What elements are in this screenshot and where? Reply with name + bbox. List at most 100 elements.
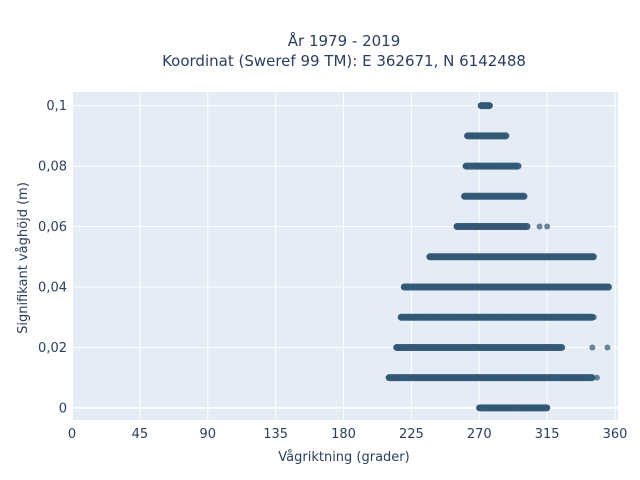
data-point: [411, 314, 418, 321]
x-tick-label: 270: [467, 427, 492, 442]
data-point: [450, 283, 457, 290]
data-point: [485, 253, 492, 260]
data-point: [476, 223, 483, 230]
data-point: [542, 314, 549, 321]
data-point: [521, 374, 528, 381]
data-point: [479, 344, 486, 351]
data-point: [486, 132, 493, 139]
data-point: [575, 374, 582, 381]
x-tick-label: 315: [535, 427, 560, 442]
data-point: [444, 374, 451, 381]
data-point: [443, 344, 450, 351]
data-point: [482, 283, 489, 290]
data-point: [593, 374, 600, 381]
data-point: [556, 314, 563, 321]
y-axis-ticks: 0 0,02 0,04 0,06 0,08 0,1: [38, 99, 67, 416]
data-point: [449, 374, 456, 381]
data-point: [488, 193, 495, 200]
data-point: [565, 314, 572, 321]
data-point: [495, 404, 502, 411]
data-point: [476, 163, 483, 170]
data-point: [532, 283, 539, 290]
x-tick-label: 225: [399, 427, 424, 442]
data-point: [533, 344, 540, 351]
data-point: [515, 344, 522, 351]
data-point: [547, 314, 554, 321]
data-point: [435, 374, 442, 381]
data-point: [544, 404, 551, 411]
data-point: [510, 344, 517, 351]
data-point: [465, 193, 472, 200]
data-point: [458, 223, 465, 230]
data-point: [536, 223, 543, 230]
data-point: [434, 344, 441, 351]
x-axis-ticks: 0 45 90 135 180 225 270 315 360: [68, 427, 628, 442]
data-point: [536, 404, 543, 411]
data-point: [489, 404, 496, 411]
data-point: [399, 374, 406, 381]
data-point: [418, 283, 425, 290]
data-point: [458, 374, 465, 381]
data-point: [400, 283, 407, 290]
data-point: [526, 374, 533, 381]
data-point: [414, 283, 421, 290]
data-point: [498, 374, 505, 381]
data-point: [480, 374, 487, 381]
y-axis-label: Signifikant våghöjd (m): [16, 182, 31, 334]
data-point: [435, 253, 442, 260]
data-point: [488, 344, 495, 351]
data-point: [498, 163, 505, 170]
data-point: [557, 253, 564, 260]
data-point: [430, 253, 437, 260]
data-point: [559, 283, 566, 290]
data-point: [544, 223, 551, 230]
x-tick-label: 0: [68, 427, 76, 442]
data-point: [548, 253, 555, 260]
data-point: [424, 344, 431, 351]
data-point: [482, 132, 489, 139]
data-point: [476, 253, 483, 260]
data-point: [491, 132, 498, 139]
data-point: [417, 374, 424, 381]
data-point: [406, 314, 413, 321]
data-point: [580, 253, 587, 260]
data-point: [461, 344, 468, 351]
y-tick-label: 0,06: [38, 220, 67, 235]
data-point: [415, 314, 422, 321]
data-point: [560, 314, 567, 321]
data-point: [578, 314, 585, 321]
data-point: [462, 223, 469, 230]
data-point: [409, 283, 416, 290]
data-point: [501, 344, 508, 351]
data-point: [461, 193, 468, 200]
data-point: [492, 314, 499, 321]
data-point: [483, 344, 490, 351]
data-point: [471, 374, 478, 381]
data-point: [507, 374, 514, 381]
data-point: [458, 253, 465, 260]
data-point: [462, 163, 469, 170]
data-point: [480, 163, 487, 170]
data-point: [563, 283, 570, 290]
data-point: [498, 253, 505, 260]
data-point: [553, 253, 560, 260]
data-point: [471, 223, 478, 230]
data-point: [424, 314, 431, 321]
data-point: [462, 253, 469, 260]
data-point: [403, 374, 410, 381]
x-tick-label: 180: [331, 427, 356, 442]
data-point: [503, 374, 510, 381]
y-tick-label: 0: [59, 401, 67, 416]
data-point: [503, 253, 510, 260]
data-point: [566, 253, 573, 260]
data-point: [455, 283, 462, 290]
data-point: [542, 344, 549, 351]
data-point: [489, 374, 496, 381]
data-point: [510, 314, 517, 321]
data-point: [524, 314, 531, 321]
data-point: [402, 314, 409, 321]
data-point: [545, 283, 552, 290]
data-point: [590, 283, 597, 290]
data-point: [467, 253, 474, 260]
data-point: [394, 374, 401, 381]
